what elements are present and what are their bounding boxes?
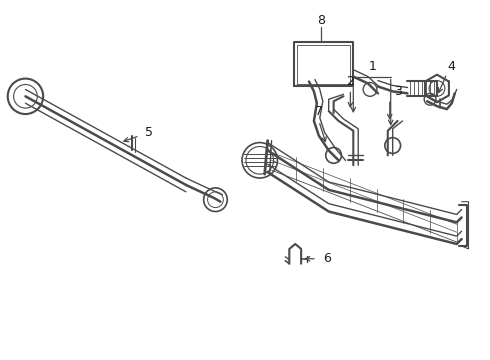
- Text: 4: 4: [448, 60, 456, 73]
- Text: 5: 5: [146, 126, 153, 139]
- Text: 7: 7: [315, 105, 323, 118]
- Text: 2: 2: [346, 75, 354, 88]
- Text: 1: 1: [369, 60, 377, 73]
- Text: 3: 3: [393, 85, 401, 98]
- Text: 8: 8: [317, 14, 325, 27]
- Text: 6: 6: [323, 252, 331, 265]
